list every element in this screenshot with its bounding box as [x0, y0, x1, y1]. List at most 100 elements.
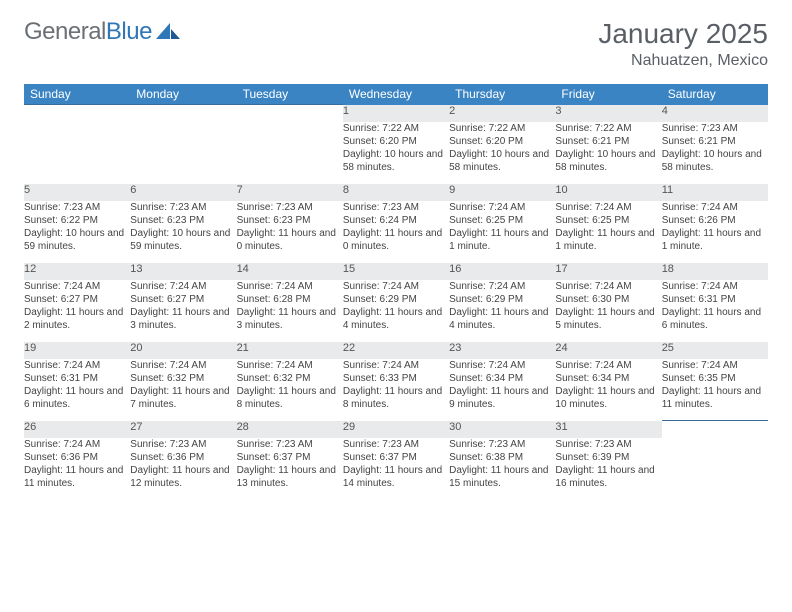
day-data-cell: Sunrise: 7:24 AMSunset: 6:36 PMDaylight:… — [24, 438, 130, 500]
day-number-cell: 24 — [555, 342, 661, 359]
day-data-cell: Sunrise: 7:23 AMSunset: 6:37 PMDaylight:… — [343, 438, 449, 500]
day-data-cell: Sunrise: 7:23 AMSunset: 6:22 PMDaylight:… — [24, 201, 130, 263]
day-number-cell: 22 — [343, 342, 449, 359]
day-number-cell: 2 — [449, 105, 555, 122]
day-number-cell: 25 — [662, 342, 768, 359]
day-data-cell: Sunrise: 7:24 AMSunset: 6:32 PMDaylight:… — [237, 359, 343, 421]
day-number-cell: 7 — [237, 184, 343, 201]
day-data-cell: Sunrise: 7:24 AMSunset: 6:29 PMDaylight:… — [449, 280, 555, 342]
day-number-cell: 9 — [449, 184, 555, 201]
day-data-cell: Sunrise: 7:24 AMSunset: 6:34 PMDaylight:… — [449, 359, 555, 421]
day-number-cell — [237, 105, 343, 122]
day-data-cell: Sunrise: 7:23 AMSunset: 6:38 PMDaylight:… — [449, 438, 555, 500]
logo-word-a: General — [24, 18, 106, 45]
calendar-head: SundayMondayTuesdayWednesdayThursdayFrid… — [24, 84, 768, 105]
daynum-row: 1234 — [24, 105, 768, 122]
day-number-cell: 1 — [343, 105, 449, 122]
day-data-cell: Sunrise: 7:24 AMSunset: 6:34 PMDaylight:… — [555, 359, 661, 421]
day-number-cell: 11 — [662, 184, 768, 201]
day-data-cell: Sunrise: 7:23 AMSunset: 6:39 PMDaylight:… — [555, 438, 661, 500]
calendar-body: 1234Sunrise: 7:22 AMSunset: 6:20 PMDayli… — [24, 105, 768, 500]
day-number-cell: 19 — [24, 342, 130, 359]
daynum-row: 567891011 — [24, 184, 768, 201]
day-number-cell: 3 — [555, 105, 661, 122]
day-data-cell — [237, 122, 343, 184]
weekday-row: SundayMondayTuesdayWednesdayThursdayFrid… — [24, 84, 768, 105]
day-number-cell: 18 — [662, 263, 768, 280]
day-number-cell: 10 — [555, 184, 661, 201]
day-number-cell — [24, 105, 130, 122]
calendar-table: SundayMondayTuesdayWednesdayThursdayFrid… — [24, 84, 768, 500]
day-data-cell: Sunrise: 7:24 AMSunset: 6:25 PMDaylight:… — [449, 201, 555, 263]
day-data-cell: Sunrise: 7:24 AMSunset: 6:25 PMDaylight:… — [555, 201, 661, 263]
data-row: Sunrise: 7:23 AMSunset: 6:22 PMDaylight:… — [24, 201, 768, 263]
day-number-cell: 6 — [130, 184, 236, 201]
title-block: January 2025 Nahuatzen, Mexico — [598, 18, 768, 70]
data-row: Sunrise: 7:24 AMSunset: 6:36 PMDaylight:… — [24, 438, 768, 500]
logo: GeneralBlue — [24, 18, 180, 46]
day-data-cell: Sunrise: 7:24 AMSunset: 6:26 PMDaylight:… — [662, 201, 768, 263]
day-number-cell: 23 — [449, 342, 555, 359]
day-data-cell: Sunrise: 7:24 AMSunset: 6:32 PMDaylight:… — [130, 359, 236, 421]
data-row: Sunrise: 7:22 AMSunset: 6:20 PMDaylight:… — [24, 122, 768, 184]
weekday-header: Thursday — [449, 84, 555, 105]
day-data-cell: Sunrise: 7:22 AMSunset: 6:20 PMDaylight:… — [449, 122, 555, 184]
day-number-cell: 8 — [343, 184, 449, 201]
weekday-header: Friday — [555, 84, 661, 105]
location: Nahuatzen, Mexico — [598, 52, 768, 70]
day-number-cell: 29 — [343, 421, 449, 438]
weekday-header: Monday — [130, 84, 236, 105]
day-number-cell: 12 — [24, 263, 130, 280]
day-data-cell: Sunrise: 7:22 AMSunset: 6:20 PMDaylight:… — [343, 122, 449, 184]
day-data-cell: Sunrise: 7:24 AMSunset: 6:31 PMDaylight:… — [24, 359, 130, 421]
day-data-cell: Sunrise: 7:24 AMSunset: 6:31 PMDaylight:… — [662, 280, 768, 342]
day-data-cell: Sunrise: 7:23 AMSunset: 6:23 PMDaylight:… — [130, 201, 236, 263]
data-row: Sunrise: 7:24 AMSunset: 6:27 PMDaylight:… — [24, 280, 768, 342]
day-data-cell: Sunrise: 7:24 AMSunset: 6:35 PMDaylight:… — [662, 359, 768, 421]
day-data-cell: Sunrise: 7:23 AMSunset: 6:37 PMDaylight:… — [237, 438, 343, 500]
day-data-cell: Sunrise: 7:23 AMSunset: 6:23 PMDaylight:… — [237, 201, 343, 263]
day-data-cell: Sunrise: 7:23 AMSunset: 6:24 PMDaylight:… — [343, 201, 449, 263]
day-number-cell: 30 — [449, 421, 555, 438]
day-number-cell: 27 — [130, 421, 236, 438]
day-data-cell: Sunrise: 7:23 AMSunset: 6:36 PMDaylight:… — [130, 438, 236, 500]
day-number-cell: 17 — [555, 263, 661, 280]
day-number-cell: 20 — [130, 342, 236, 359]
weekday-header: Tuesday — [237, 84, 343, 105]
day-data-cell — [662, 438, 768, 500]
day-number-cell: 4 — [662, 105, 768, 122]
weekday-header: Saturday — [662, 84, 768, 105]
daynum-row: 12131415161718 — [24, 263, 768, 280]
logo-sail-icon — [156, 23, 180, 41]
day-data-cell: Sunrise: 7:24 AMSunset: 6:27 PMDaylight:… — [130, 280, 236, 342]
daynum-row: 19202122232425 — [24, 342, 768, 359]
day-data-cell: Sunrise: 7:24 AMSunset: 6:28 PMDaylight:… — [237, 280, 343, 342]
month-title: January 2025 — [598, 18, 768, 50]
day-data-cell: Sunrise: 7:23 AMSunset: 6:21 PMDaylight:… — [662, 122, 768, 184]
daynum-row: 262728293031 — [24, 421, 768, 438]
day-number-cell: 16 — [449, 263, 555, 280]
weekday-header: Sunday — [24, 84, 130, 105]
day-number-cell: 21 — [237, 342, 343, 359]
day-data-cell: Sunrise: 7:22 AMSunset: 6:21 PMDaylight:… — [555, 122, 661, 184]
day-data-cell: Sunrise: 7:24 AMSunset: 6:29 PMDaylight:… — [343, 280, 449, 342]
day-number-cell: 13 — [130, 263, 236, 280]
day-number-cell: 31 — [555, 421, 661, 438]
day-data-cell: Sunrise: 7:24 AMSunset: 6:33 PMDaylight:… — [343, 359, 449, 421]
day-number-cell — [662, 421, 768, 438]
day-data-cell — [24, 122, 130, 184]
logo-text: GeneralBlue — [24, 18, 152, 46]
day-number-cell: 15 — [343, 263, 449, 280]
day-data-cell: Sunrise: 7:24 AMSunset: 6:27 PMDaylight:… — [24, 280, 130, 342]
day-number-cell: 5 — [24, 184, 130, 201]
day-number-cell: 26 — [24, 421, 130, 438]
day-number-cell: 28 — [237, 421, 343, 438]
header: GeneralBlue January 2025 Nahuatzen, Mexi… — [24, 18, 768, 70]
day-number-cell: 14 — [237, 263, 343, 280]
weekday-header: Wednesday — [343, 84, 449, 105]
day-data-cell: Sunrise: 7:24 AMSunset: 6:30 PMDaylight:… — [555, 280, 661, 342]
day-data-cell — [130, 122, 236, 184]
day-number-cell — [130, 105, 236, 122]
logo-word-b: Blue — [106, 18, 152, 45]
data-row: Sunrise: 7:24 AMSunset: 6:31 PMDaylight:… — [24, 359, 768, 421]
